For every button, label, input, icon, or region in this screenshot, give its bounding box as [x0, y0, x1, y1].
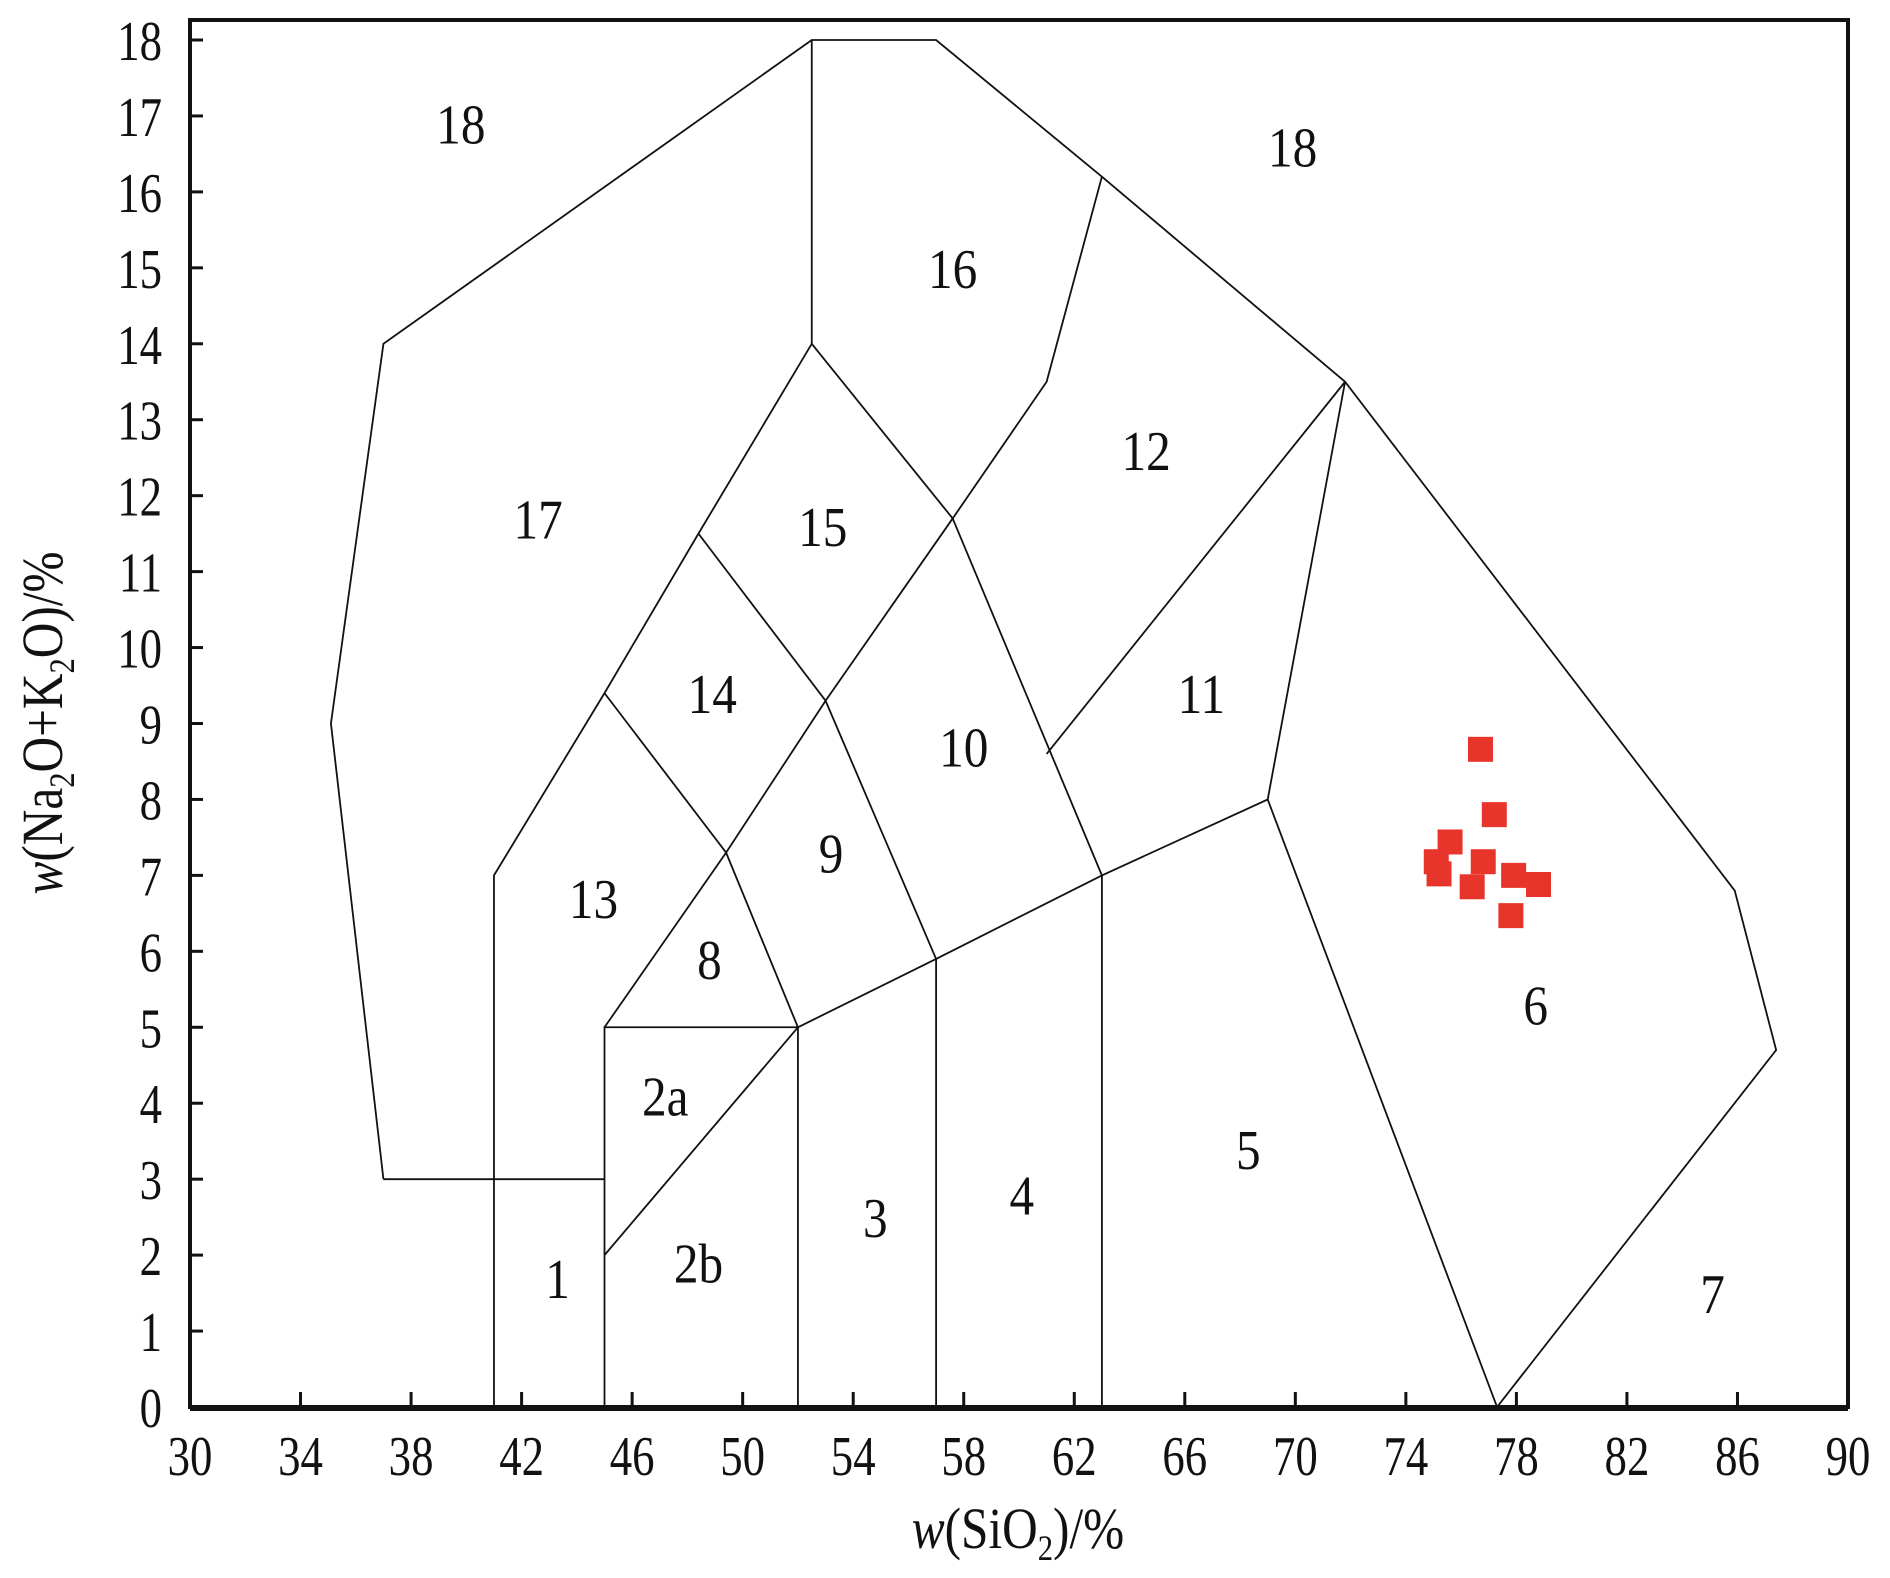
field-boundary-line — [1045, 381, 1346, 755]
y-tick-label: 18 — [117, 10, 162, 72]
field-label: 12 — [1121, 421, 1170, 483]
field-label: 2b — [674, 1234, 723, 1296]
y-tick-label: 11 — [119, 542, 162, 604]
field-boundary-line — [951, 518, 1103, 876]
field-label: 15 — [798, 497, 847, 559]
field-label: 7 — [1700, 1264, 1725, 1326]
data-point — [1426, 861, 1452, 887]
data-points — [1423, 736, 1552, 929]
y-tick-label: 16 — [117, 162, 162, 224]
y-tick-label: 5 — [140, 998, 162, 1060]
x-tick-label: 38 — [389, 1425, 434, 1487]
y-tick-label: 7 — [140, 846, 162, 908]
field-boundaries — [330, 39, 1778, 1409]
y-tick-label: 2 — [140, 1225, 162, 1287]
y-tick-label: 10 — [117, 618, 162, 680]
data-point — [1481, 802, 1507, 828]
y-tick-label: 0 — [140, 1377, 162, 1439]
field-boundary-line — [603, 1026, 799, 1256]
field-label: 18 — [436, 95, 485, 157]
x-tick-label: 62 — [1052, 1425, 1097, 1487]
x-tick-label: 30 — [168, 1425, 213, 1487]
x-tick-label: 78 — [1494, 1425, 1539, 1487]
data-point — [1498, 903, 1524, 929]
field-label: 9 — [819, 824, 844, 886]
y-tick-label: 17 — [117, 86, 162, 148]
y-tick-label: 15 — [117, 238, 162, 300]
y-tick-label: 13 — [117, 390, 162, 452]
data-point — [1501, 862, 1527, 888]
field-label: 1 — [545, 1249, 570, 1311]
data-point — [1470, 849, 1496, 875]
field-label: 17 — [514, 490, 563, 552]
field-label: 3 — [863, 1188, 888, 1250]
data-point — [1459, 874, 1485, 900]
field-label: 8 — [697, 930, 722, 992]
x-tick-label: 82 — [1605, 1425, 1650, 1487]
field-label: 14 — [688, 664, 737, 726]
field-boundary-line — [811, 176, 1103, 520]
x-tick-label: 50 — [720, 1425, 765, 1487]
x-tick-label: 86 — [1715, 1425, 1760, 1487]
data-point — [1526, 872, 1552, 898]
field-label: 2a — [642, 1067, 689, 1129]
field-label: 6 — [1523, 976, 1548, 1038]
field-boundary-line — [603, 517, 954, 1028]
field-label: 5 — [1236, 1120, 1261, 1182]
field-boundary-line — [493, 40, 813, 1407]
x-tick-label: 70 — [1273, 1425, 1318, 1487]
x-tick-label: 74 — [1383, 1425, 1428, 1487]
field-label: 13 — [569, 869, 618, 931]
y-tick-label: 3 — [140, 1149, 162, 1211]
x-tick-label: 66 — [1162, 1425, 1207, 1487]
y-tick-label: 14 — [117, 314, 162, 376]
field-label: 10 — [939, 717, 988, 779]
x-tick-label: 90 — [1826, 1425, 1871, 1487]
x-tick-label: 46 — [610, 1425, 655, 1487]
x-tick-label: 34 — [278, 1425, 323, 1487]
x-tick-label: 42 — [499, 1425, 544, 1487]
field-boundary-line — [330, 39, 1778, 1409]
y-tick-label: 9 — [140, 694, 162, 756]
field-boundary-line — [603, 1026, 798, 1407]
y-tick-label: 1 — [140, 1301, 162, 1363]
field-label: 18 — [1268, 117, 1317, 179]
field-label: 4 — [1009, 1166, 1034, 1228]
x-tick-label: 58 — [941, 1425, 986, 1487]
x-tick-label: 54 — [831, 1425, 876, 1487]
y-axis-label: w(Na2O+K2O)/% — [10, 551, 82, 894]
axes: 30 34 38 42 46 50 54 58 62 66 70 74 78 82 86 9001234567… — [117, 10, 1870, 1487]
x-axis-label: w(SiO2)/% — [912, 1496, 1124, 1568]
y-tick-label: 4 — [140, 1074, 162, 1136]
data-point — [1467, 736, 1493, 762]
field-label: 16 — [928, 239, 977, 301]
y-tick-label: 12 — [117, 466, 162, 528]
field-boundary-line — [697, 533, 937, 960]
field-boundary-line — [797, 381, 1346, 1407]
y-tick-label: 6 — [140, 922, 162, 984]
y-tick-label: 8 — [140, 770, 162, 832]
field-label: 11 — [1178, 664, 1225, 726]
